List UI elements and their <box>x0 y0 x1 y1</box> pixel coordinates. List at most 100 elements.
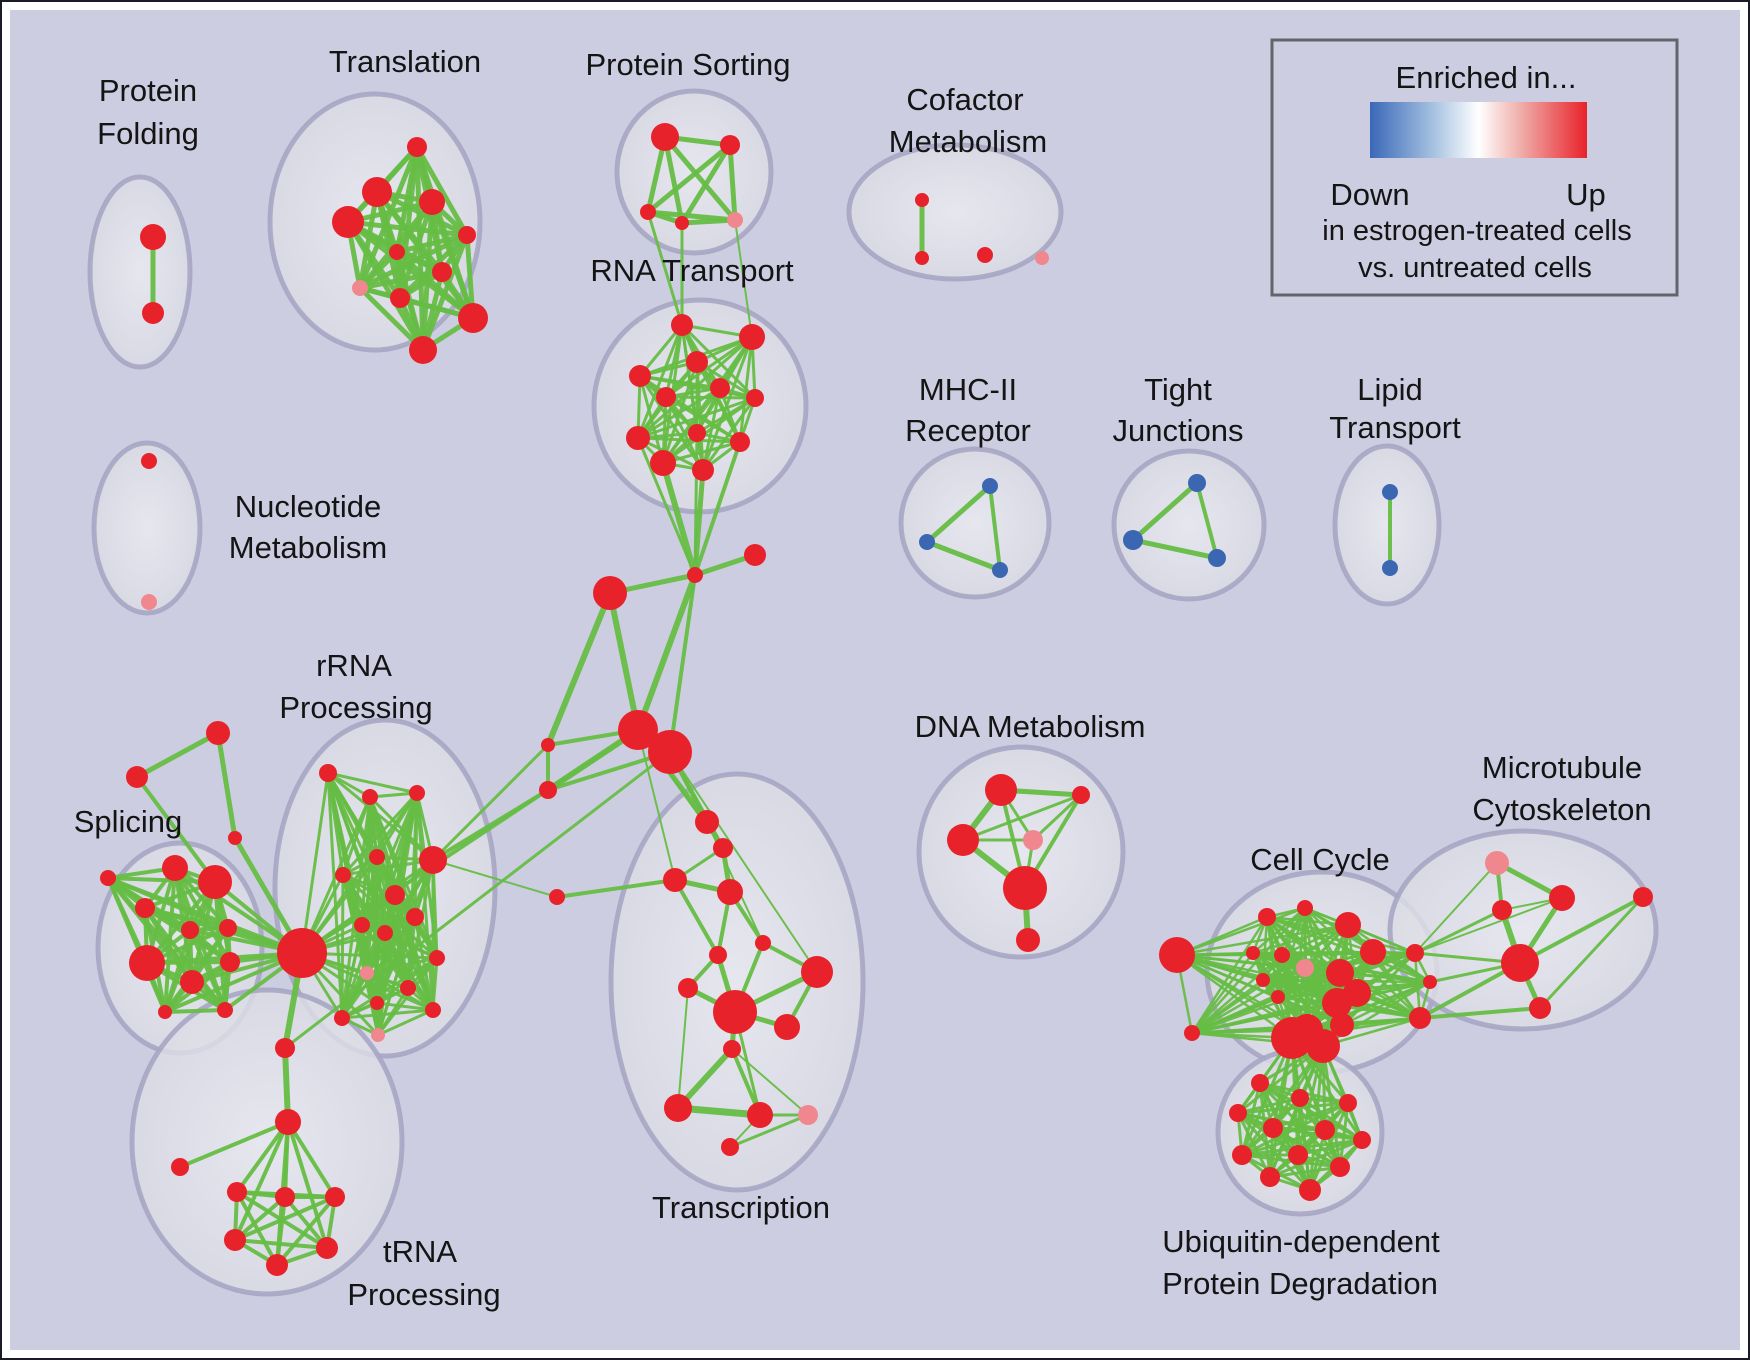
cluster-ellipse-tight-junctions <box>1111 448 1267 602</box>
edge-tx3-tx6 <box>673 878 720 957</box>
gene-set-node-r6 <box>385 885 405 905</box>
mesh-rrna-edge <box>341 858 435 877</box>
mesh-translation-edge <box>394 232 470 255</box>
mesh-ubiquitin-edge <box>1296 1138 1364 1157</box>
gene-set-node-cn1 <box>275 1038 295 1058</box>
cluster-label: Junctions <box>1113 413 1244 448</box>
gene-set-node-tx9 <box>713 990 757 1034</box>
gene-set-node-c15 <box>1330 1013 1354 1037</box>
mesh-translation-edge <box>394 249 476 321</box>
mesh-ubiquitin-edge <box>1268 1036 1294 1179</box>
gene-set-node-tx15 <box>721 1138 739 1156</box>
edge-j1-m1 <box>1414 862 1498 954</box>
gene-set-node-r15 <box>425 1002 441 1018</box>
gene-set-node-u3 <box>1339 1094 1357 1112</box>
cluster-label: Splicing <box>74 804 183 839</box>
gene-set-node-lf1 <box>541 738 555 752</box>
gene-set-node-rt6 <box>656 387 676 407</box>
mesh-protein-sorting-edge <box>679 142 733 226</box>
mesh-ubiquitin-edge <box>1268 1138 1364 1179</box>
gene-set-node-sp11 <box>158 1005 172 1019</box>
mesh-trna-edge <box>286 1120 337 1199</box>
gene-set-node-lp1 <box>1382 484 1398 500</box>
legend-down-label: Down <box>1330 177 1409 212</box>
mesh-trna-edge <box>275 1195 287 1267</box>
gene-set-node-m1 <box>1485 851 1509 875</box>
mesh-rna-transport-edge <box>701 396 757 472</box>
mesh-rrna-edge <box>375 858 435 1005</box>
gene-set-node-sp10 <box>217 1002 233 1018</box>
mesh-protein-sorting-edge <box>662 134 685 226</box>
gene-set-node-d5 <box>1003 866 1047 910</box>
mesh-translation-edge <box>414 144 470 238</box>
mesh-rrna-edge <box>326 771 419 795</box>
gene-set-node-ps2 <box>720 135 740 155</box>
mesh-rrna-edge <box>376 858 435 1037</box>
gene-set-node-tr8 <box>352 280 368 296</box>
cluster-ellipse-nucleotide-metabolism <box>91 440 203 616</box>
gene-set-node-c6 <box>1274 947 1290 963</box>
gene-set-node-d4 <box>1023 830 1043 850</box>
edge-rt11-ch1 <box>660 460 698 578</box>
gene-set-node-tr7 <box>432 262 452 282</box>
gene-set-node-d3 <box>947 824 979 856</box>
gene-set-node-tx11 <box>723 1040 741 1058</box>
edge-tx3-lf3 <box>555 878 677 899</box>
mesh-trna-edge <box>283 1195 329 1250</box>
gene-set-node-tn2 <box>227 1182 247 1202</box>
gene-set-node-ps3 <box>640 204 656 220</box>
mesh-splicing-edge <box>188 928 227 1012</box>
mesh-trna-edge <box>233 1238 329 1250</box>
legend-gradient-bar <box>1370 102 1587 158</box>
gene-set-node-rt10 <box>730 432 750 452</box>
mesh-cell-cycle-edge <box>1261 978 1344 1027</box>
gene-set-node-ch2 <box>744 544 766 566</box>
edge-mh1-mh2 <box>924 483 993 545</box>
gene-set-node-mh3 <box>992 562 1008 578</box>
gene-set-node-tn1 <box>171 1158 189 1176</box>
mesh-trna-edge <box>233 1195 337 1242</box>
cluster-label: Processing <box>347 1277 500 1312</box>
mesh-ubiquitin-edge <box>1290 1036 1342 1169</box>
edge-mh2-mh3 <box>924 539 1003 573</box>
edge-j1-m2 <box>1414 897 1563 954</box>
mesh-rrna-edge <box>376 931 387 1037</box>
gene-set-node-c8 <box>1326 959 1354 987</box>
gene-set-node-r11 <box>360 966 374 980</box>
gene-set-node-c2 <box>1258 908 1276 926</box>
cluster-label: Transcription <box>652 1190 830 1225</box>
gene-set-node-c4 <box>1335 912 1361 938</box>
gene-set-node-rt8 <box>688 424 706 442</box>
cluster-label: Processing <box>279 690 432 725</box>
cluster-label: Receptor <box>905 413 1031 448</box>
gene-set-node-rt3 <box>686 351 708 373</box>
mesh-rrna-edge <box>383 931 439 960</box>
gene-set-node-lp2 <box>1382 560 1398 576</box>
mesh-cell-cycle-edge <box>1251 923 1350 955</box>
gene-set-node-tx14 <box>798 1105 818 1125</box>
gene-set-node-tx5 <box>755 935 771 951</box>
gene-set-node-tg3 <box>228 831 242 845</box>
cluster-label: Ubiquitin-dependent <box>1162 1224 1440 1259</box>
cluster-label: Metabolism <box>889 124 1048 159</box>
mesh-trna-edge <box>235 1120 290 1194</box>
gene-set-node-ch3 <box>593 576 627 610</box>
mesh-translation-edge <box>357 269 445 291</box>
mesh-translation-edge <box>357 144 420 291</box>
mesh-splicing-edge <box>106 876 217 884</box>
edge-hubB-tx7 <box>669 751 818 973</box>
gene-set-node-sp2 <box>198 865 232 899</box>
edge-tx15-tx14 <box>728 1113 810 1149</box>
gene-set-node-tx4 <box>717 879 743 905</box>
mesh-rrna-edge <box>300 771 330 955</box>
mesh-rna-transport-edge <box>636 436 742 444</box>
mesh-splicing-edge <box>163 928 192 1014</box>
gene-set-node-c9 <box>1360 939 1386 965</box>
gene-set-node-c7 <box>1296 959 1314 977</box>
gene-set-node-tn5 <box>224 1229 246 1251</box>
mesh-cell-cycle-edge <box>1190 978 1265 1035</box>
gene-set-node-tx13 <box>747 1102 773 1128</box>
legend-caption-line1: in estrogen-treated cells <box>1322 215 1632 247</box>
